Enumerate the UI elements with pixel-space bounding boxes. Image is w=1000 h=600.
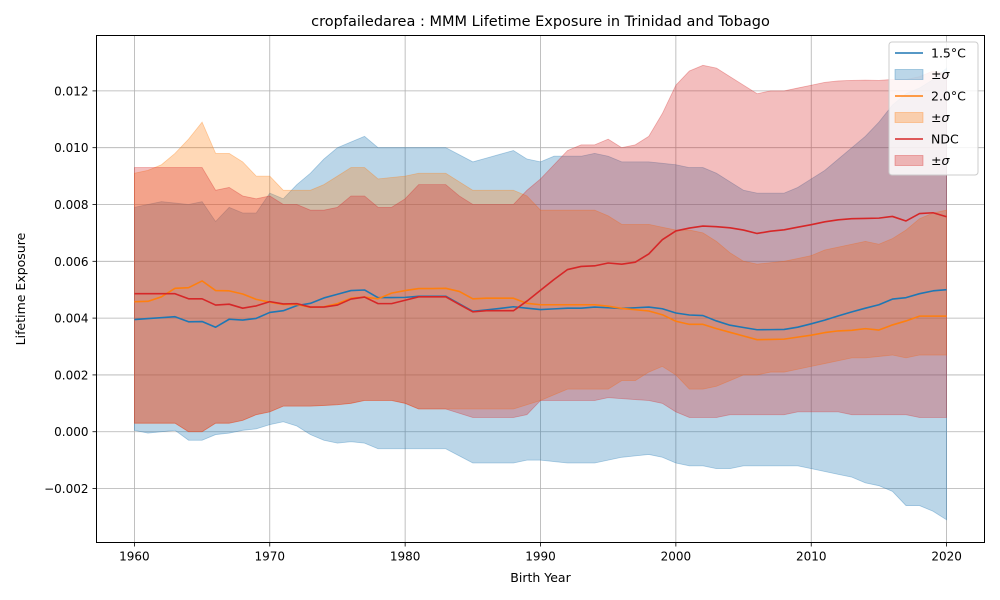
- mean-lines: [134, 211, 947, 341]
- y-tick-label: 0.004: [54, 312, 88, 326]
- legend-box: [888, 41, 979, 176]
- y-axis-ticks: −0.002 0.000 0.002 0.004 0.006 0.008 0.010 0.01…: [44, 84, 97, 496]
- legend-series-label: 2.0°C: [931, 89, 966, 104]
- y-tick-label: 0.006: [54, 255, 88, 269]
- x-tick-label: 2000: [661, 550, 692, 564]
- sigma-band-ndc: [134, 64, 947, 433]
- legend-band-swatch: [894, 155, 924, 166]
- legend: 1.5°C ±σ 2.0°C ±σ NDC ±σ: [888, 41, 979, 176]
- legend-band-swatch: [894, 69, 924, 80]
- sigma-band-1-5-c: [134, 67, 947, 521]
- y-tick-label: 0.008: [54, 198, 88, 212]
- legend-series-label: 1.5°C: [931, 46, 966, 61]
- x-tick-label: 1960: [119, 550, 150, 564]
- y-tick-label: 0.010: [54, 141, 88, 155]
- y-tick-label: −0.002: [44, 482, 88, 496]
- x-tick-label: 1970: [254, 550, 285, 564]
- x-tick-label: 2010: [796, 550, 827, 564]
- y-tick-label: 0.000: [54, 425, 88, 439]
- mean-line-1-5-c: [134, 288, 947, 331]
- y-axis-label: Lifetime Exposure: [13, 232, 28, 345]
- x-axis-label: Birth Year: [510, 570, 571, 585]
- y-tick-label: 0.012: [54, 84, 88, 98]
- legend-series-label: NDC: [931, 132, 959, 147]
- x-tick-label: 1980: [390, 550, 421, 564]
- y-tick-label: 0.002: [54, 368, 88, 382]
- legend-band-label: ±σ: [931, 153, 950, 168]
- legend-band-label: ±σ: [931, 110, 950, 125]
- legend-band-swatch: [894, 112, 924, 123]
- legend-band-label: ±σ: [931, 67, 950, 82]
- mean-line-ndc: [134, 211, 947, 313]
- sigma-band-2-0-c: [134, 121, 947, 433]
- x-axis-ticks: 1960 1970 1980 1990 2000 2010 2020: [119, 542, 962, 564]
- chart-title: cropfailedarea : MMM Lifetime Exposure i…: [311, 14, 770, 30]
- grid-lines: [96, 35, 985, 543]
- x-tick-label: 2020: [931, 550, 962, 564]
- sigma-bands: [134, 64, 947, 521]
- x-tick-label: 1990: [525, 550, 556, 564]
